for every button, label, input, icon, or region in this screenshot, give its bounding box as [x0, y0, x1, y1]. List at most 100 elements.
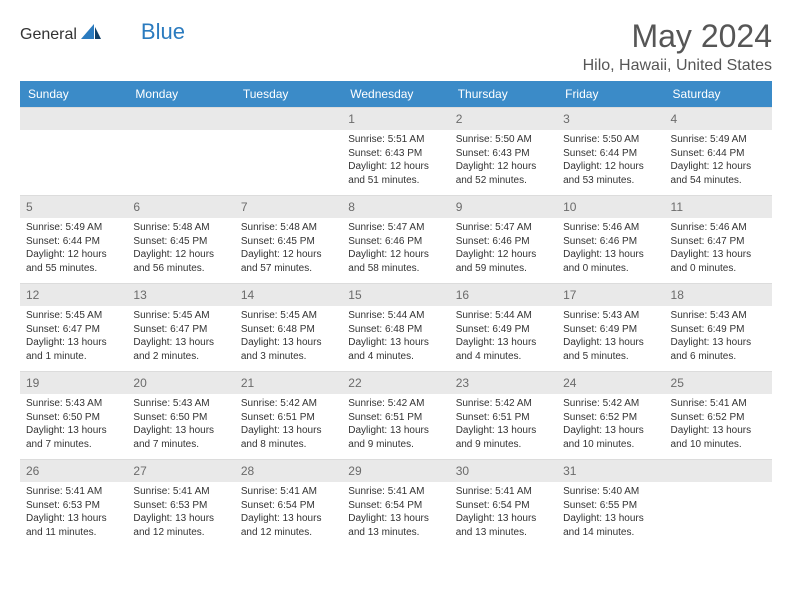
sunrise-text: Sunrise: 5:42 AM	[348, 397, 443, 411]
day-body: Sunrise: 5:48 AMSunset: 6:45 PMDaylight:…	[127, 218, 234, 279]
day-body: Sunrise: 5:43 AMSunset: 6:50 PMDaylight:…	[20, 394, 127, 455]
day-number: 18	[665, 283, 772, 306]
calendar-day: 12Sunrise: 5:45 AMSunset: 6:47 PMDayligh…	[20, 283, 127, 371]
daylight-text: Daylight: 13 hours and 7 minutes.	[26, 424, 121, 451]
day-body: Sunrise: 5:51 AMSunset: 6:43 PMDaylight:…	[342, 130, 449, 191]
sunrise-text: Sunrise: 5:42 AM	[456, 397, 551, 411]
calendar-day: 26Sunrise: 5:41 AMSunset: 6:53 PMDayligh…	[20, 459, 127, 547]
day-body: Sunrise: 5:42 AMSunset: 6:51 PMDaylight:…	[235, 394, 342, 455]
day-body: Sunrise: 5:45 AMSunset: 6:47 PMDaylight:…	[127, 306, 234, 367]
day-body: Sunrise: 5:44 AMSunset: 6:48 PMDaylight:…	[342, 306, 449, 367]
sunset-text: Sunset: 6:46 PM	[348, 235, 443, 249]
calendar-week: 19Sunrise: 5:43 AMSunset: 6:50 PMDayligh…	[20, 371, 772, 459]
calendar-day: 16Sunrise: 5:44 AMSunset: 6:49 PMDayligh…	[450, 283, 557, 371]
daylight-text: Daylight: 12 hours and 52 minutes.	[456, 160, 551, 187]
sunset-text: Sunset: 6:50 PM	[133, 411, 228, 425]
sunrise-text: Sunrise: 5:45 AM	[26, 309, 121, 323]
day-number: 11	[665, 195, 772, 218]
daylight-text: Daylight: 13 hours and 12 minutes.	[241, 512, 336, 539]
daylight-text: Daylight: 13 hours and 4 minutes.	[456, 336, 551, 363]
daylight-text: Daylight: 13 hours and 5 minutes.	[563, 336, 658, 363]
weekday-row: Sunday Monday Tuesday Wednesday Thursday…	[20, 81, 772, 107]
sunset-text: Sunset: 6:49 PM	[456, 323, 551, 337]
day-number: 22	[342, 371, 449, 394]
calendar-day: 22Sunrise: 5:42 AMSunset: 6:51 PMDayligh…	[342, 371, 449, 459]
calendar-week: 12Sunrise: 5:45 AMSunset: 6:47 PMDayligh…	[20, 283, 772, 371]
sunset-text: Sunset: 6:48 PM	[241, 323, 336, 337]
daylight-text: Daylight: 12 hours and 55 minutes.	[26, 248, 121, 275]
calendar-day: 31Sunrise: 5:40 AMSunset: 6:55 PMDayligh…	[557, 459, 664, 547]
sunrise-text: Sunrise: 5:42 AM	[563, 397, 658, 411]
day-body: Sunrise: 5:45 AMSunset: 6:47 PMDaylight:…	[20, 306, 127, 367]
daylight-text: Daylight: 13 hours and 12 minutes.	[133, 512, 228, 539]
calendar-body: ...1Sunrise: 5:51 AMSunset: 6:43 PMDayli…	[20, 107, 772, 547]
day-body: Sunrise: 5:47 AMSunset: 6:46 PMDaylight:…	[342, 218, 449, 279]
day-body: Sunrise: 5:42 AMSunset: 6:51 PMDaylight:…	[342, 394, 449, 455]
sunset-text: Sunset: 6:45 PM	[241, 235, 336, 249]
sunrise-text: Sunrise: 5:51 AM	[348, 133, 443, 147]
day-number: 17	[557, 283, 664, 306]
daylight-text: Daylight: 13 hours and 7 minutes.	[133, 424, 228, 451]
calendar-day: 29Sunrise: 5:41 AMSunset: 6:54 PMDayligh…	[342, 459, 449, 547]
daylight-text: Daylight: 13 hours and 9 minutes.	[348, 424, 443, 451]
sunset-text: Sunset: 6:49 PM	[563, 323, 658, 337]
daylight-text: Daylight: 13 hours and 13 minutes.	[456, 512, 551, 539]
calendar-day: 19Sunrise: 5:43 AMSunset: 6:50 PMDayligh…	[20, 371, 127, 459]
daylight-text: Daylight: 12 hours and 57 minutes.	[241, 248, 336, 275]
day-body: Sunrise: 5:45 AMSunset: 6:48 PMDaylight:…	[235, 306, 342, 367]
day-body: Sunrise: 5:43 AMSunset: 6:49 PMDaylight:…	[665, 306, 772, 367]
day-number: 7	[235, 195, 342, 218]
day-body: Sunrise: 5:41 AMSunset: 6:53 PMDaylight:…	[20, 482, 127, 543]
calendar-week: ...1Sunrise: 5:51 AMSunset: 6:43 PMDayli…	[20, 107, 772, 195]
calendar-day: 6Sunrise: 5:48 AMSunset: 6:45 PMDaylight…	[127, 195, 234, 283]
day-number: 27	[127, 459, 234, 482]
day-body: Sunrise: 5:49 AMSunset: 6:44 PMDaylight:…	[665, 130, 772, 191]
day-body: Sunrise: 5:49 AMSunset: 6:44 PMDaylight:…	[20, 218, 127, 279]
sunrise-text: Sunrise: 5:41 AM	[26, 485, 121, 499]
day-body: Sunrise: 5:43 AMSunset: 6:49 PMDaylight:…	[557, 306, 664, 367]
calendar-day: 5Sunrise: 5:49 AMSunset: 6:44 PMDaylight…	[20, 195, 127, 283]
sunrise-text: Sunrise: 5:41 AM	[133, 485, 228, 499]
calendar-day: 3Sunrise: 5:50 AMSunset: 6:44 PMDaylight…	[557, 107, 664, 195]
calendar-week: 26Sunrise: 5:41 AMSunset: 6:53 PMDayligh…	[20, 459, 772, 547]
sunrise-text: Sunrise: 5:48 AM	[241, 221, 336, 235]
sunrise-text: Sunrise: 5:46 AM	[563, 221, 658, 235]
daylight-text: Daylight: 13 hours and 10 minutes.	[671, 424, 766, 451]
day-number: 8	[342, 195, 449, 218]
daylight-text: Daylight: 12 hours and 51 minutes.	[348, 160, 443, 187]
location: Hilo, Hawaii, United States	[583, 57, 772, 75]
title-block: May 2024 Hilo, Hawaii, United States	[583, 18, 772, 75]
weekday-header: Monday	[127, 81, 234, 107]
calendar-day: 15Sunrise: 5:44 AMSunset: 6:48 PMDayligh…	[342, 283, 449, 371]
day-number: 12	[20, 283, 127, 306]
day-number: 9	[450, 195, 557, 218]
day-number: 6	[127, 195, 234, 218]
day-number: 23	[450, 371, 557, 394]
sunset-text: Sunset: 6:54 PM	[241, 499, 336, 513]
sunset-text: Sunset: 6:44 PM	[563, 147, 658, 161]
calendar-day: 1Sunrise: 5:51 AMSunset: 6:43 PMDaylight…	[342, 107, 449, 195]
sunset-text: Sunset: 6:53 PM	[26, 499, 121, 513]
sunset-text: Sunset: 6:53 PM	[133, 499, 228, 513]
calendar-day: 14Sunrise: 5:45 AMSunset: 6:48 PMDayligh…	[235, 283, 342, 371]
day-number: 3	[557, 107, 664, 130]
logo-blue: Blue	[141, 19, 185, 45]
day-body: Sunrise: 5:48 AMSunset: 6:45 PMDaylight:…	[235, 218, 342, 279]
sunset-text: Sunset: 6:54 PM	[456, 499, 551, 513]
daylight-text: Daylight: 12 hours and 59 minutes.	[456, 248, 551, 275]
daylight-text: Daylight: 12 hours and 53 minutes.	[563, 160, 658, 187]
day-number: 5	[20, 195, 127, 218]
daylight-text: Daylight: 13 hours and 3 minutes.	[241, 336, 336, 363]
sunrise-text: Sunrise: 5:49 AM	[671, 133, 766, 147]
calendar-day: 28Sunrise: 5:41 AMSunset: 6:54 PMDayligh…	[235, 459, 342, 547]
sunset-text: Sunset: 6:51 PM	[348, 411, 443, 425]
sunset-text: Sunset: 6:51 PM	[456, 411, 551, 425]
calendar-day: 25Sunrise: 5:41 AMSunset: 6:52 PMDayligh…	[665, 371, 772, 459]
day-number: .	[127, 107, 234, 130]
calendar-day: 11Sunrise: 5:46 AMSunset: 6:47 PMDayligh…	[665, 195, 772, 283]
calendar-table: Sunday Monday Tuesday Wednesday Thursday…	[20, 81, 772, 547]
calendar-day: .	[235, 107, 342, 195]
sunset-text: Sunset: 6:51 PM	[241, 411, 336, 425]
day-body: Sunrise: 5:43 AMSunset: 6:50 PMDaylight:…	[127, 394, 234, 455]
day-number: 10	[557, 195, 664, 218]
